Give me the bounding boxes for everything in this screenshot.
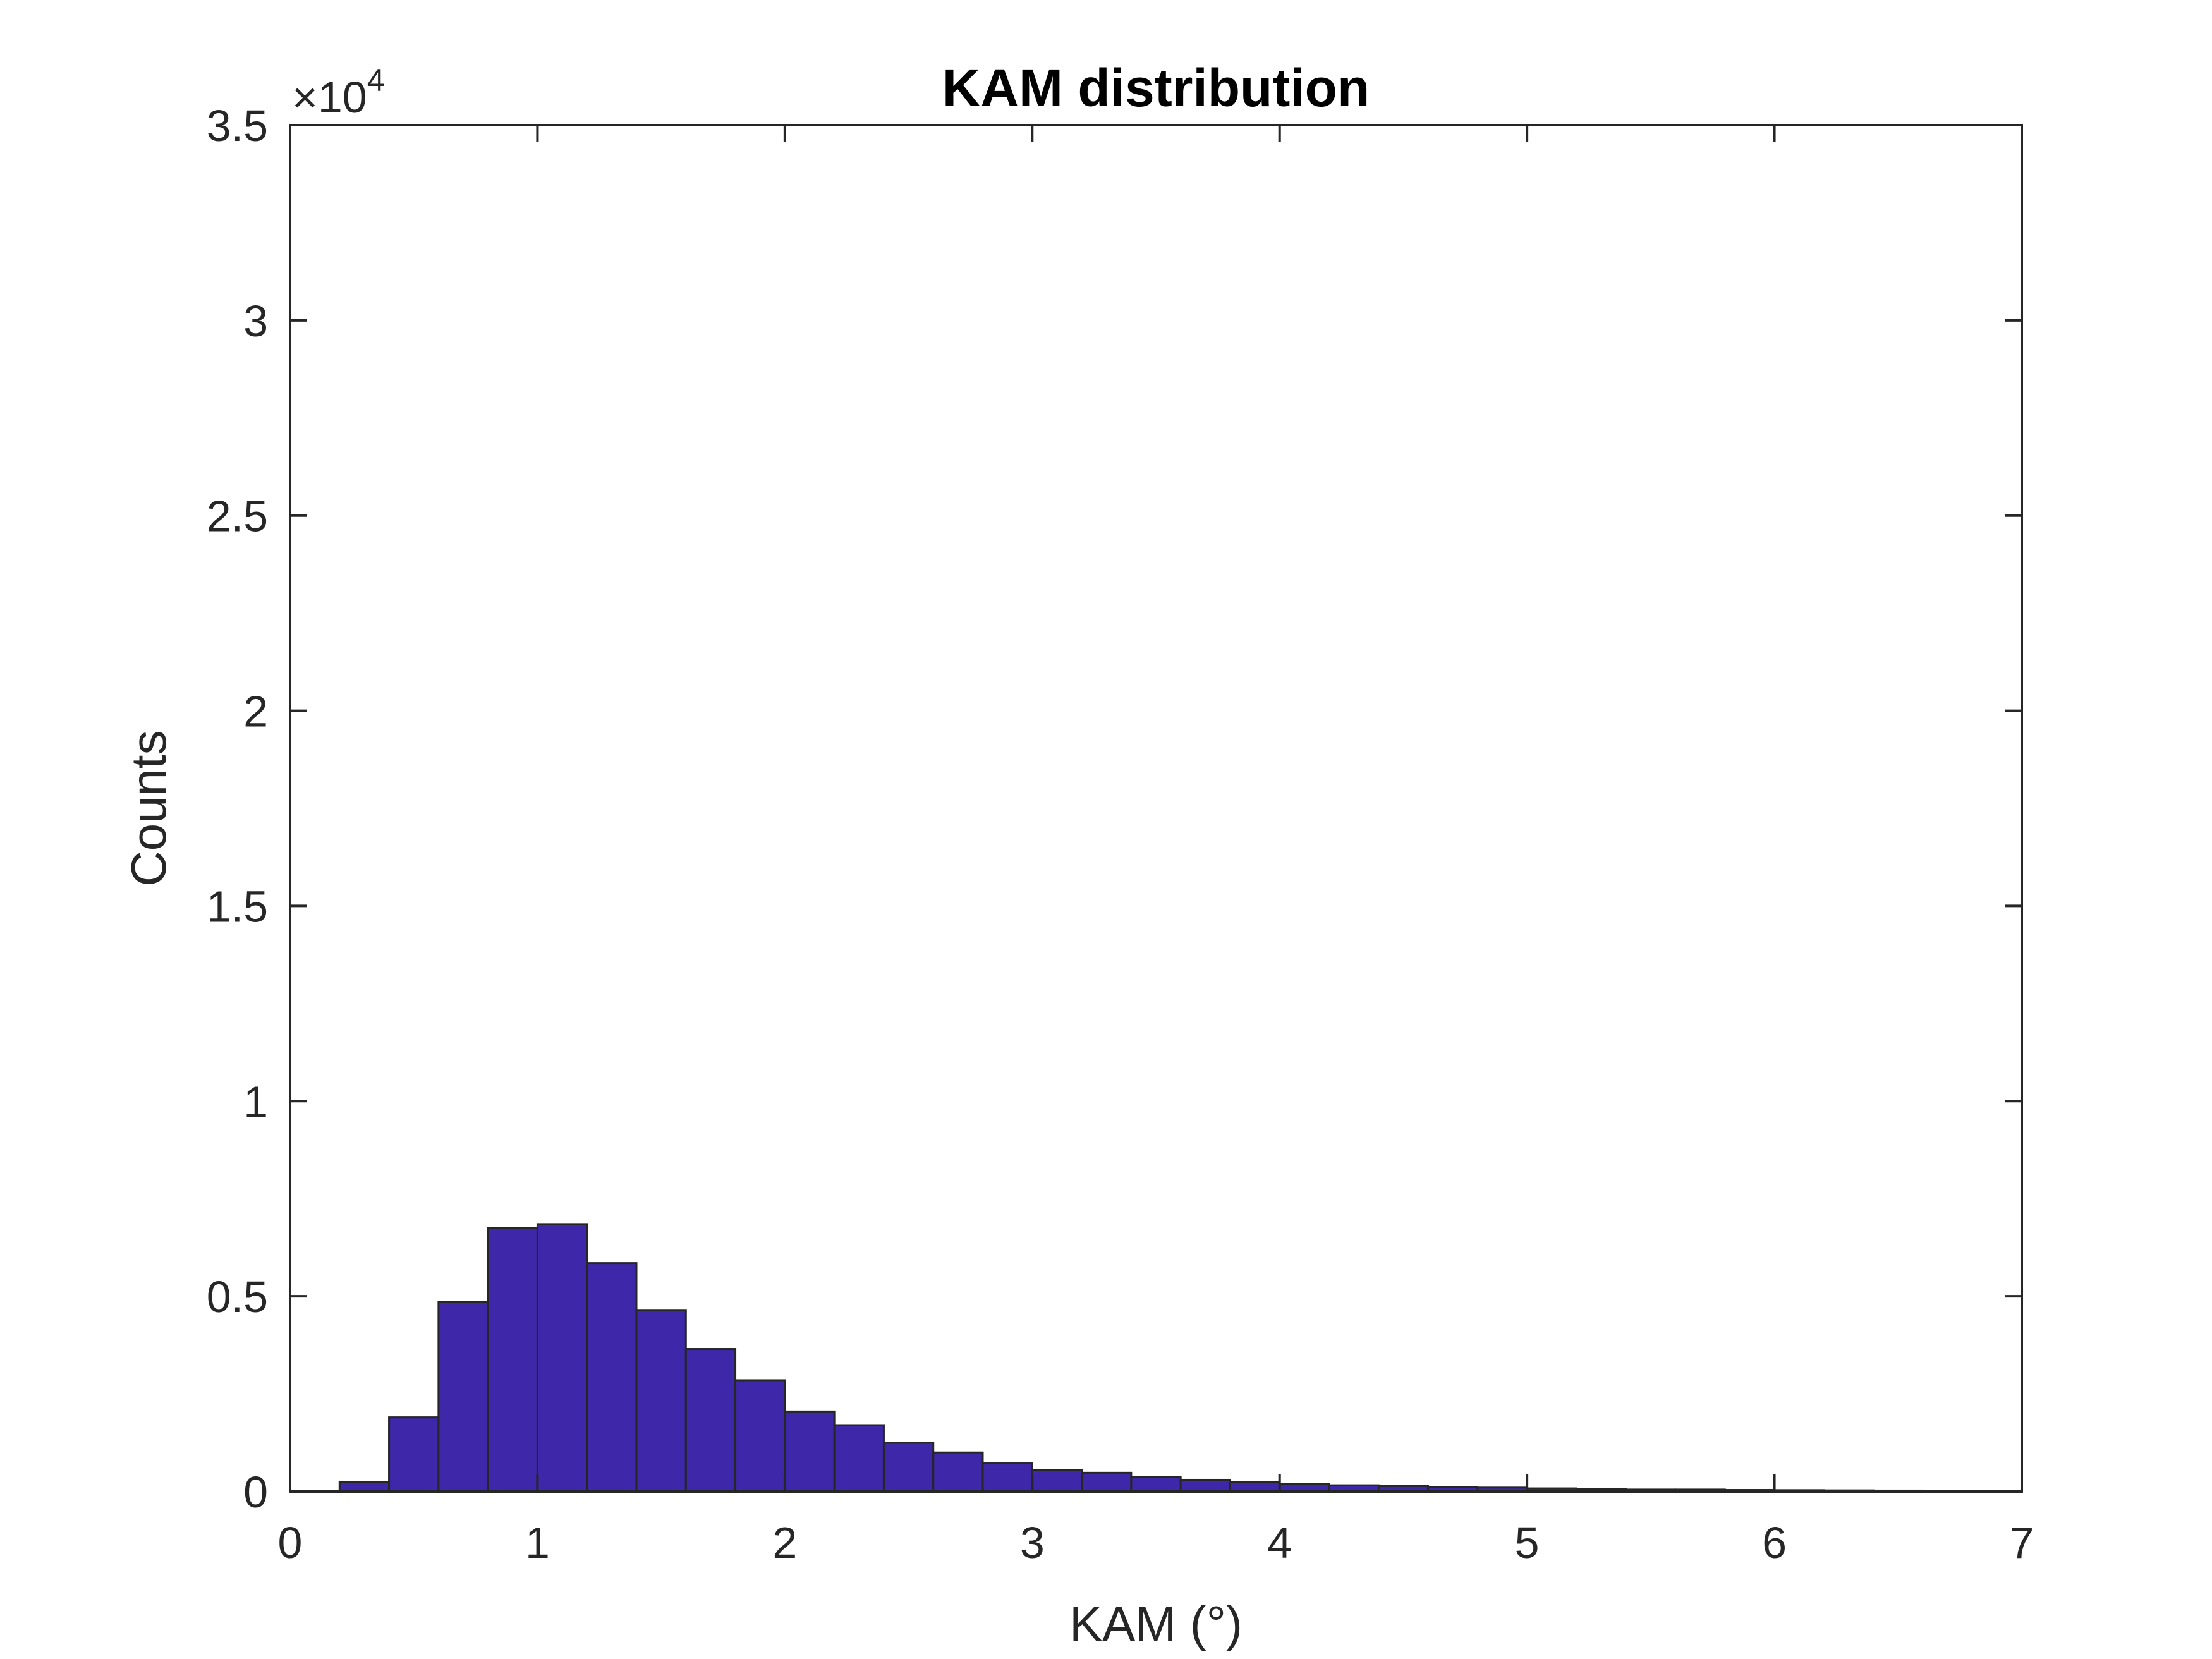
histogram-bar [932,1451,984,1493]
histogram-bar [487,1227,538,1493]
histogram-bar [1130,1476,1182,1493]
x-tick-label: 1 [525,1518,550,1567]
x-tick-label: 7 [2010,1518,2034,1567]
histogram-bar [388,1416,440,1493]
y-exponent-label: ×104 [292,63,385,122]
y-tick-label: 0.5 [207,1272,268,1322]
histogram-bars [338,1223,2023,1493]
histogram-bar [586,1262,638,1493]
histogram-bar [338,1481,391,1493]
y-tick-label: 0 [243,1468,268,1517]
x-tick-label: 3 [1020,1518,1045,1567]
x-axis-label: KAM (°) [1069,1596,1243,1651]
histogram-bar [882,1442,935,1493]
x-tick-label: 5 [1515,1518,1540,1567]
histogram-bar [1229,1481,1281,1493]
y-tick-label: 1.5 [207,882,268,931]
histogram-bar [1081,1471,1133,1493]
histogram-bar [684,1348,737,1493]
histogram-bar [1031,1469,1083,1493]
histogram-bar [981,1462,1033,1493]
histogram-bar [734,1379,786,1493]
histogram-bar [833,1424,885,1493]
x-tick-label: 2 [772,1518,797,1567]
plot-frame [289,124,2023,1493]
histogram-bar [1179,1478,1231,1493]
y-tick-label: 2 [243,687,268,736]
y-axis-label: Counts [121,730,176,886]
y-tick-label: 1 [243,1077,268,1126]
chart-title: KAM distribution [942,58,1370,118]
histogram-bar [536,1223,588,1493]
x-tick-label: 0 [278,1518,303,1567]
histogram-bar [437,1301,489,1493]
y-tick-label: 2.5 [207,492,268,541]
x-tick-labels: 0 1 2 3 4 5 6 7 [278,1518,2034,1567]
y-tick-label: 3.5 [207,101,268,150]
x-tick-label: 4 [1267,1518,1292,1567]
histogram-bar [784,1410,836,1493]
x-tick-label: 6 [1762,1518,1787,1567]
histogram-bar [635,1309,687,1493]
y-tick-labels: 0 0.5 1 1.5 2 2.5 3 3.5 [207,101,268,1517]
y-tick-label: 3 [243,296,268,346]
